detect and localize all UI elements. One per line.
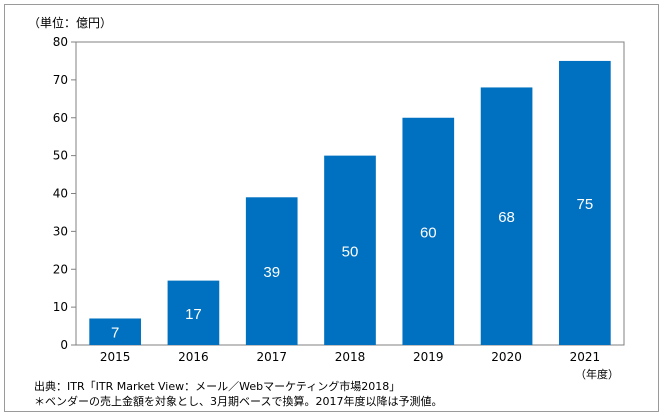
data-label-2019: 60: [420, 224, 437, 241]
x-tick-label: 2018: [335, 350, 366, 364]
y-tick-label: 80: [53, 35, 68, 49]
source-note: 出典：ITR「ITR Market View：メール／Webマーケティング市場2…: [34, 380, 401, 393]
bar-2018: [324, 155, 376, 345]
bar-2016: [167, 280, 220, 345]
y-tick-label: 70: [53, 73, 68, 87]
footnote: ＊ベンダーの売上金額を対象とし、3月期ベースで換算。2017年度以降は予測値。: [34, 395, 443, 408]
x-tick-label: 2016: [178, 350, 209, 364]
bar-2020: [480, 87, 533, 345]
x-tick-label: 2019: [413, 350, 444, 364]
x-tick-label: 2017: [256, 350, 287, 364]
data-label-2016: 17: [185, 306, 202, 323]
data-label-2020: 68: [498, 209, 515, 226]
y-tick-label: 60: [53, 111, 68, 125]
data-label-2017: 39: [263, 264, 280, 281]
bar-2015: [89, 318, 141, 345]
data-label-2015: 7: [111, 325, 119, 342]
y-tick-label: 20: [53, 262, 68, 276]
x-tick-label: 2020: [491, 350, 522, 364]
data-label-2018: 50: [342, 243, 359, 260]
y-tick-label: 10: [53, 300, 68, 314]
y-tick-label: 0: [60, 338, 68, 352]
x-tick-label: 2015: [100, 350, 131, 364]
y-tick-label: 50: [53, 149, 68, 163]
y-tick-label: 40: [53, 187, 68, 201]
bar-2019: [402, 117, 455, 345]
bar-2021: [559, 60, 611, 345]
y-tick-label: 30: [53, 224, 68, 238]
bar-2017: [245, 197, 298, 345]
data-label-2021: 75: [577, 196, 594, 213]
x-tick-label: 2021: [570, 350, 601, 364]
y-axis-unit-label: （単位：億円）: [28, 16, 113, 30]
x-axis-unit-label: （年度）: [575, 368, 619, 381]
